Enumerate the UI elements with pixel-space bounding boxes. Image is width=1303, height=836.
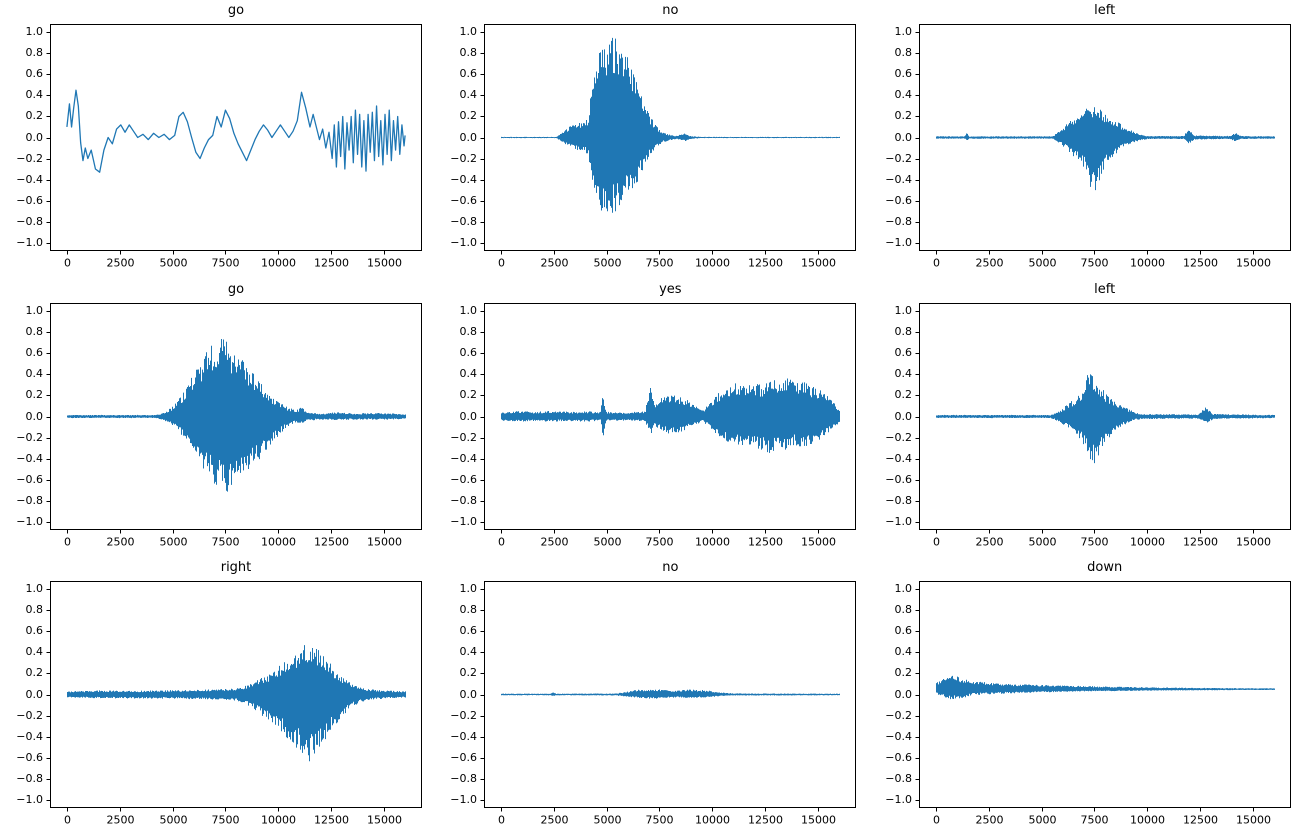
subplot-title: no [662,560,679,576]
subplot-4-go: go [0,278,434,558]
subplot-title: go [227,3,245,18]
subplot-6-left: left [868,278,1303,558]
waveform-plot-canvas [434,278,869,558]
subplot-title: left [1094,3,1116,18]
subplot-3-left: left [868,0,1303,279]
waveform-plot-canvas [434,0,869,279]
waveform-plot-canvas [868,0,1303,279]
waveform-plot-canvas [0,278,434,558]
waveform-plot-canvas [868,278,1303,558]
subplot-title: yes [659,281,682,297]
subplot-title: go [227,281,245,297]
subplot-title: right [220,560,252,576]
waveform-plot-canvas [0,557,434,836]
subplot-5-yes: yes [434,278,869,558]
waveform-plot-canvas [434,557,869,836]
subplot-8-no: no [434,557,869,836]
subplot-7-right: right [0,557,434,836]
subplot-title: left [1094,281,1116,297]
waveform-plot-canvas [868,557,1303,836]
waveform-plot-canvas [0,0,434,279]
subplot-2-no: no [434,0,869,279]
subplot-1-go: go [0,0,434,279]
subplot-9-down: down [868,557,1303,836]
subplot-title: no [662,3,679,18]
subplot-title: down [1087,560,1123,576]
